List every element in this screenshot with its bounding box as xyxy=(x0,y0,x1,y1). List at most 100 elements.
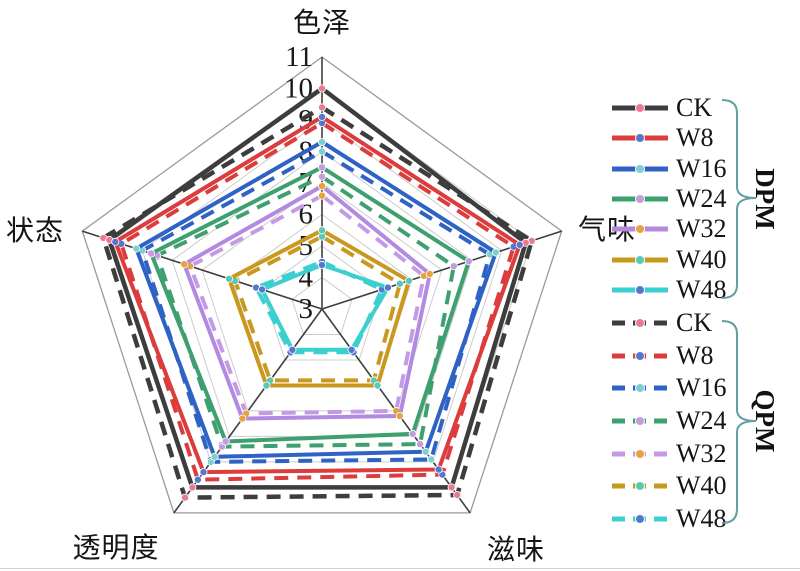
data-point-marker xyxy=(317,163,326,172)
data-point-marker xyxy=(408,429,417,438)
legend-marker-icon xyxy=(635,284,645,295)
series-qpm-w48 xyxy=(254,259,384,355)
legend-marker-icon xyxy=(635,103,645,113)
dpm-brace xyxy=(721,99,757,299)
data-point-marker xyxy=(421,447,430,456)
data-point-marker xyxy=(395,411,404,420)
data-point-marker xyxy=(288,345,297,354)
legend-item-label: W48 xyxy=(676,503,727,533)
data-point-marker xyxy=(317,147,326,156)
tick-label: 3 xyxy=(299,293,314,325)
data-point-marker xyxy=(347,345,356,354)
series-qpm-w32 xyxy=(188,193,426,416)
data-point-marker xyxy=(491,248,500,257)
series-qpm-w40 xyxy=(233,234,402,383)
data-point-marker xyxy=(317,226,326,235)
grid-ring xyxy=(291,276,353,335)
legend-marker-icon xyxy=(635,350,645,361)
series-dpm-w16 xyxy=(134,140,498,459)
series-dpm-w32 xyxy=(182,184,432,421)
data-point-marker xyxy=(425,269,434,278)
legend-item: W48 xyxy=(612,274,742,304)
legend-item-label: W40 xyxy=(676,244,727,274)
data-point-marker xyxy=(147,249,156,258)
data-point-marker xyxy=(317,103,326,112)
data-point-marker xyxy=(515,240,524,249)
data-point-marker xyxy=(180,493,189,502)
data-point-marker xyxy=(221,437,230,446)
legend-item: W32 xyxy=(612,438,742,468)
tick-label: 6 xyxy=(299,199,314,231)
legend-item: W40 xyxy=(612,244,742,274)
data-point-marker xyxy=(111,237,120,246)
data-point-marker xyxy=(395,279,404,288)
data-point-marker xyxy=(447,483,456,492)
legend-item: W40 xyxy=(612,473,742,499)
axis-label-state: 状态 xyxy=(5,216,65,247)
legend-group-label-qpm: QPM xyxy=(750,389,780,453)
data-point-marker xyxy=(180,260,189,269)
legend-item-label: W24 xyxy=(676,183,727,213)
data-point-marker xyxy=(238,414,247,423)
data-point-marker xyxy=(199,468,208,477)
legend-item-label: W32 xyxy=(676,214,727,244)
qpm-brace xyxy=(721,320,757,524)
grid-ring xyxy=(81,56,563,514)
axis-label-taste: 滋味 xyxy=(486,535,546,566)
legend-marker-icon xyxy=(635,254,645,265)
legend-swatch-line xyxy=(612,383,668,394)
legend-item: CK xyxy=(612,310,742,336)
legend-item-label: CK xyxy=(676,93,713,122)
legend-swatch-line xyxy=(612,513,668,524)
legend-marker-icon xyxy=(635,163,645,174)
legend-swatch-line xyxy=(612,103,668,113)
data-point-marker xyxy=(464,257,473,266)
legend-item-label: W16 xyxy=(676,373,727,403)
series-dpm-w40 xyxy=(227,228,411,388)
legend-swatch-line xyxy=(612,481,668,492)
data-point-marker xyxy=(317,84,326,93)
legend-item-label: W48 xyxy=(676,274,727,304)
legend-swatch-line xyxy=(612,133,668,144)
data-point-marker xyxy=(416,440,425,449)
legend-item: W16 xyxy=(612,153,742,183)
bottom-divider xyxy=(0,568,800,569)
legend-marker-icon xyxy=(635,133,645,144)
legend-item: W8 xyxy=(612,125,742,151)
legend-item-label: W40 xyxy=(676,471,727,501)
legend-swatch-line xyxy=(612,284,668,295)
data-point-marker xyxy=(225,274,234,283)
data-point-marker xyxy=(449,262,458,271)
series-dpm-w48 xyxy=(260,262,390,352)
data-point-marker xyxy=(193,475,202,484)
series-dpm-w24 xyxy=(149,165,471,444)
data-point-marker xyxy=(317,260,326,269)
legend-item: W24 xyxy=(612,183,742,213)
data-point-marker xyxy=(317,172,326,181)
tick-label: 11 xyxy=(285,41,313,73)
legend-group-label-dpm: DPM xyxy=(750,168,780,230)
data-point-marker xyxy=(317,137,326,146)
data-point-marker xyxy=(317,191,326,200)
legend-marker-icon xyxy=(635,481,645,492)
axis-label-transparency: 透明度 xyxy=(72,533,160,564)
legend-swatch-line xyxy=(612,224,668,235)
legend-swatch-line xyxy=(612,350,668,361)
data-point-marker xyxy=(132,244,141,253)
legend-item: W32 xyxy=(612,216,742,242)
legend-item-label: W16 xyxy=(676,153,727,183)
legend-item-label: W32 xyxy=(676,438,727,468)
series-dpm-ck xyxy=(107,86,528,490)
legend-item: CK xyxy=(612,95,742,121)
legend-swatch-line xyxy=(612,415,668,426)
data-point-marker xyxy=(404,276,413,285)
legend-swatch-line xyxy=(612,254,668,265)
legend-marker-icon xyxy=(635,383,645,394)
data-point-marker xyxy=(383,283,392,292)
legend-marker-icon xyxy=(635,193,645,204)
legend-swatch-line xyxy=(612,318,668,328)
data-point-marker xyxy=(373,381,382,390)
legend-swatch-line xyxy=(612,448,668,459)
